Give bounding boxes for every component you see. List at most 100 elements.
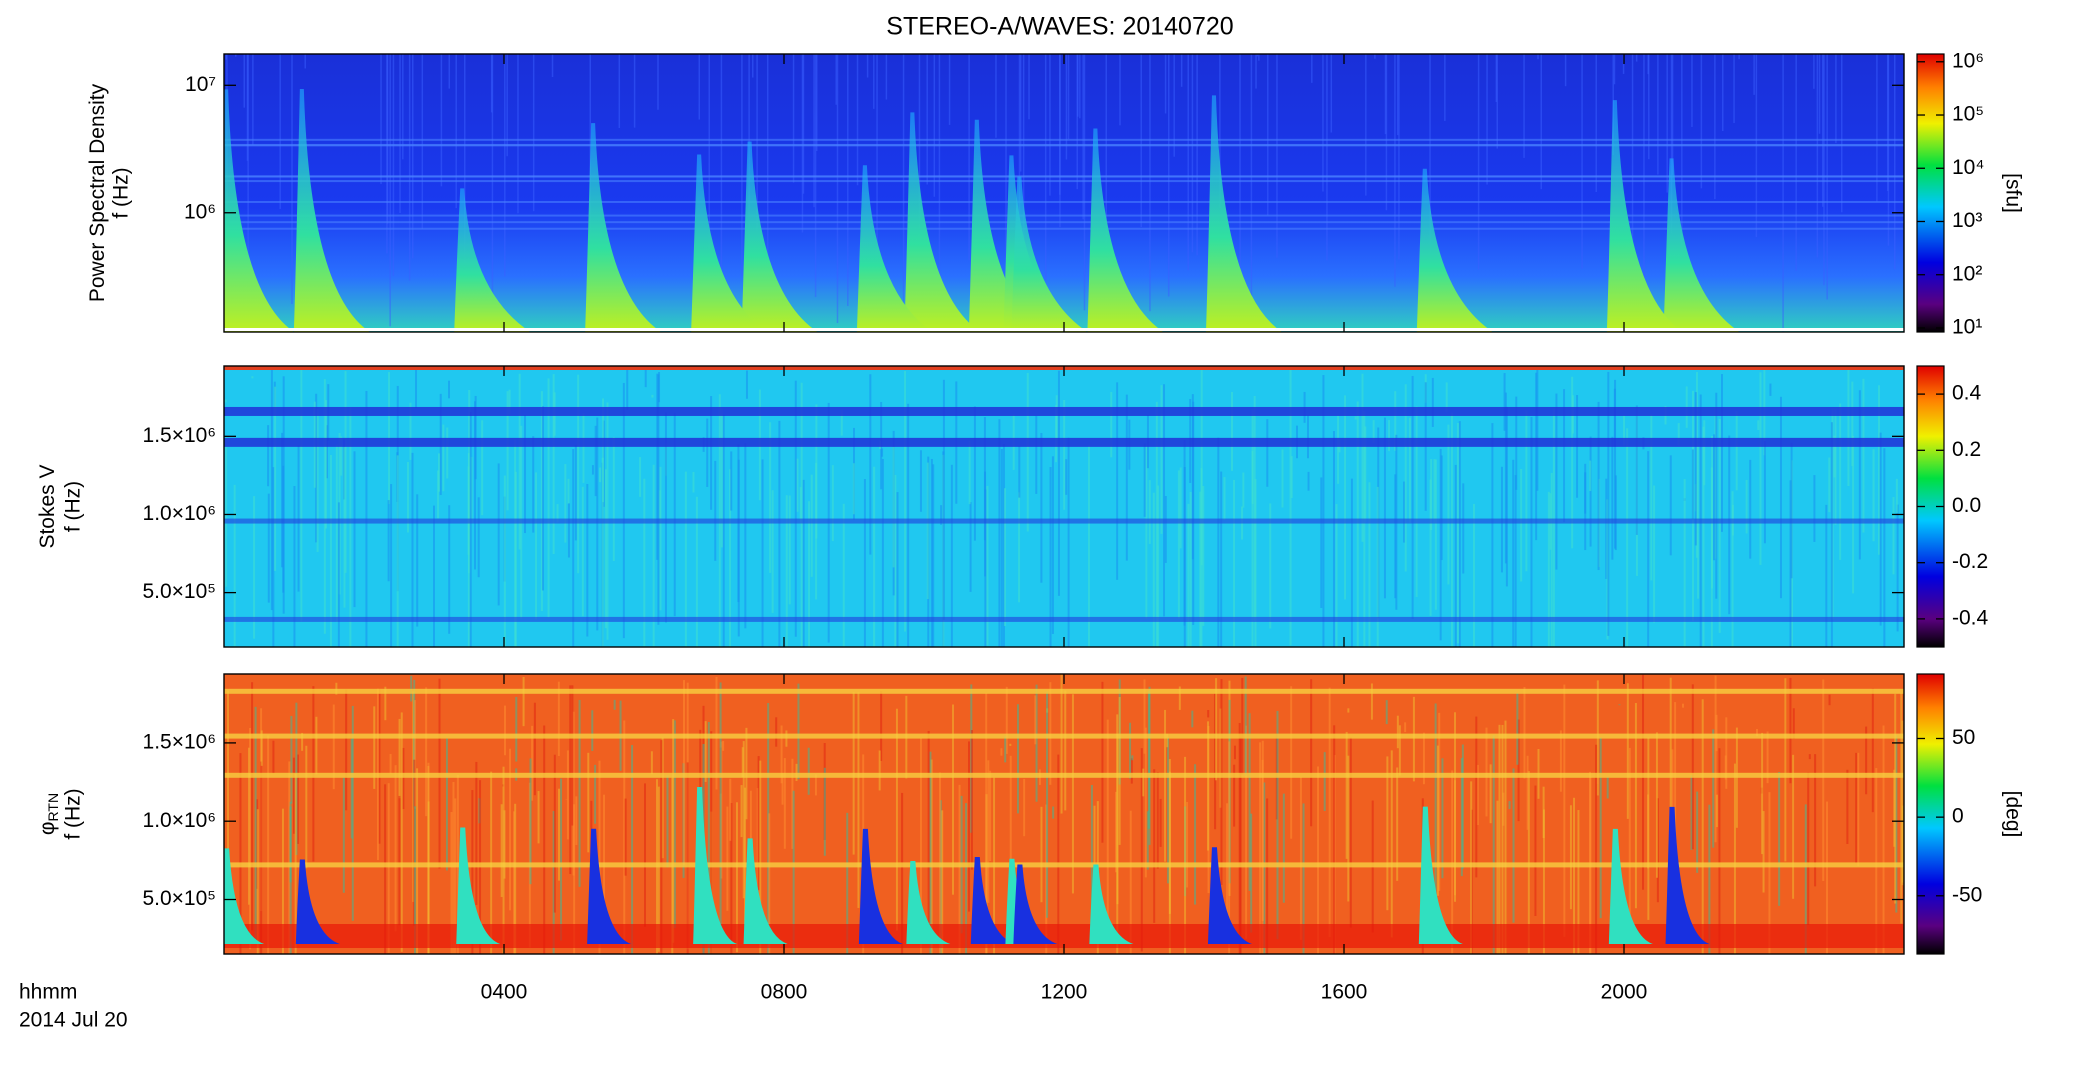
- texture: [1384, 54, 1387, 135]
- y-tick-label: 1.0×10⁶: [143, 502, 216, 525]
- texture: [224, 772, 1904, 778]
- texture: [1281, 449, 1284, 508]
- texture: [1792, 708, 1795, 739]
- texture: [1440, 455, 1443, 561]
- texture: [535, 472, 538, 620]
- colorbar-tick-label: -0.4: [1952, 606, 1989, 629]
- texture: [1143, 443, 1146, 517]
- texture: [1390, 750, 1393, 938]
- texture: [224, 848, 265, 944]
- texture: [514, 471, 517, 647]
- texture: [445, 738, 448, 871]
- texture: [1694, 392, 1697, 546]
- texture: [968, 441, 971, 505]
- texture: [1205, 95, 1282, 332]
- x-tick-label: 2000: [1601, 981, 1648, 1004]
- texture: [1233, 479, 1236, 647]
- texture: [1255, 54, 1257, 89]
- texture: [792, 790, 795, 954]
- texture: [1220, 679, 1223, 886]
- texture: [892, 446, 895, 568]
- texture: [930, 759, 933, 954]
- texture: [1049, 682, 1052, 785]
- texture: [1496, 54, 1499, 149]
- texture: [294, 773, 297, 954]
- texture: [1444, 54, 1446, 121]
- texture: [894, 474, 897, 647]
- texture: [919, 450, 922, 512]
- texture: [655, 779, 658, 954]
- texture: [408, 54, 411, 281]
- date-label: 2014 Jul 20: [19, 1009, 128, 1032]
- texture: [1233, 745, 1236, 760]
- texture: [1040, 432, 1043, 583]
- texture: [745, 370, 748, 399]
- texture: [1618, 704, 1621, 706]
- texture: [479, 780, 482, 954]
- texture: [591, 710, 594, 751]
- texture: [481, 420, 484, 516]
- texture: [933, 54, 936, 197]
- texture: [768, 813, 771, 954]
- texture: [569, 685, 572, 875]
- texture: [329, 454, 332, 647]
- texture: [1699, 394, 1702, 647]
- texture: [1828, 457, 1831, 513]
- texture: [1896, 504, 1899, 632]
- texture: [1350, 478, 1353, 647]
- texture: [652, 464, 655, 647]
- texture: [698, 54, 701, 120]
- texture: [1310, 679, 1313, 827]
- texture: [582, 413, 585, 483]
- texture: [735, 802, 738, 953]
- texture: [384, 784, 387, 954]
- texture: [416, 768, 419, 954]
- texture: [411, 54, 414, 259]
- texture: [1901, 720, 1904, 886]
- texture: [631, 745, 634, 954]
- texture: [618, 54, 621, 128]
- texture: [1064, 690, 1067, 811]
- texture: [1713, 434, 1716, 561]
- texture: [1647, 54, 1649, 75]
- texture: [1892, 497, 1895, 575]
- texture: [598, 760, 601, 954]
- texture: [985, 693, 988, 954]
- texture: [794, 380, 797, 637]
- texture: [342, 777, 345, 893]
- texture: [1261, 740, 1264, 922]
- chart-title: STEREO-A/WAVES: 20140720: [886, 13, 1233, 41]
- texture: [719, 682, 722, 925]
- y-tick-label: 1.0×10⁶: [143, 809, 216, 832]
- texture: [1865, 726, 1868, 795]
- texture: [288, 761, 291, 954]
- texture: [873, 466, 876, 647]
- texture: [224, 616, 1904, 622]
- texture: [224, 143, 1904, 146]
- texture: [1517, 719, 1520, 822]
- texture: [1681, 54, 1683, 285]
- texture: [1317, 766, 1320, 954]
- texture: [1597, 401, 1600, 571]
- colorbar-tick-label: 10⁴: [1952, 156, 1984, 179]
- texture: [993, 777, 996, 954]
- texture: [1365, 54, 1367, 196]
- texture: [279, 54, 281, 209]
- texture: [400, 712, 403, 952]
- texture: [1733, 763, 1736, 954]
- texture: [1173, 54, 1175, 157]
- texture: [433, 505, 436, 647]
- texture: [693, 786, 738, 944]
- texture: [1613, 54, 1616, 85]
- texture: [1157, 485, 1160, 647]
- texture: [574, 445, 577, 541]
- texture: [1052, 806, 1055, 819]
- y-axis-title: f (Hz): [62, 481, 85, 532]
- texture: [814, 774, 817, 796]
- texture: [1028, 54, 1030, 120]
- texture: [1569, 805, 1572, 910]
- texture: [1901, 805, 1904, 883]
- texture: [1347, 708, 1350, 713]
- texture: [1289, 367, 1292, 646]
- texture: [1534, 785, 1537, 916]
